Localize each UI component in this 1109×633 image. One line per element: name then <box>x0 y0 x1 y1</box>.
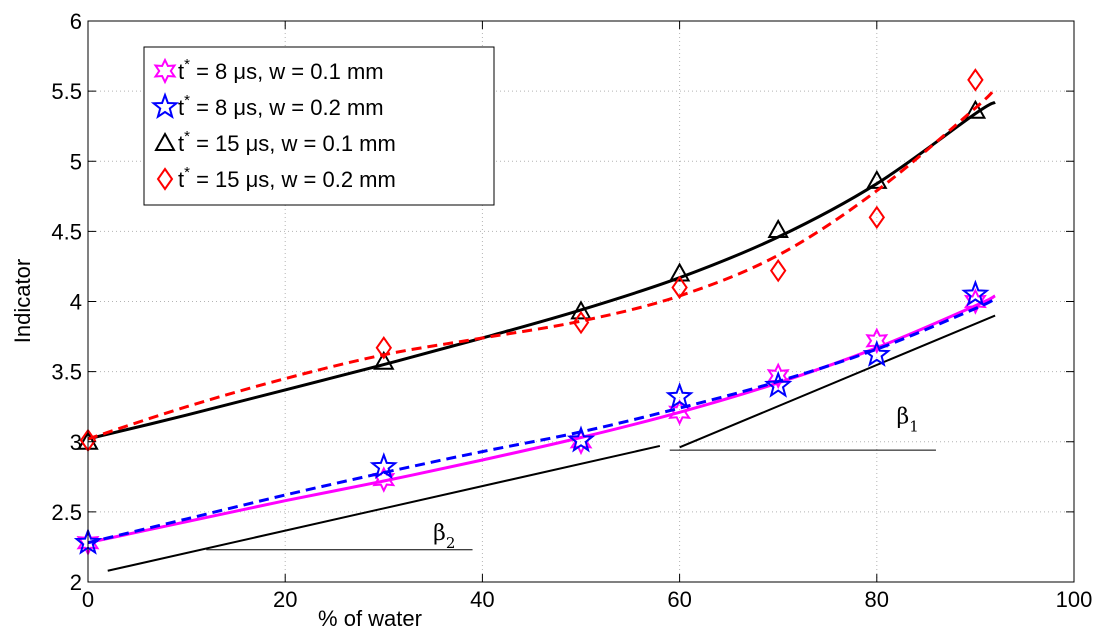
series-pentagram <box>73 279 996 555</box>
data-point <box>764 370 793 398</box>
legend-label-t: t <box>178 59 184 84</box>
legend-label-rest: = 15 μs, w = 0.2 mm <box>190 167 396 192</box>
data-point <box>668 262 691 282</box>
legend-label-rest: = 8 μs, w = 0.1 mm <box>190 59 384 84</box>
data-point <box>566 425 596 453</box>
legend-marker <box>156 167 174 191</box>
legend-label: t* = 15 μs, w = 0.2 mm <box>178 164 396 192</box>
data-point <box>369 452 398 480</box>
y-tick-label: 5.5 <box>51 79 82 104</box>
legend-marker <box>154 131 176 151</box>
x-tick-label: 0 <box>82 587 94 612</box>
slope-label-subscript: 2 <box>446 534 456 552</box>
data-point <box>964 99 987 119</box>
x-tick-label: 40 <box>470 587 494 612</box>
slope-label-symbol: β <box>897 405 910 430</box>
slope-line <box>679 314 996 449</box>
data-point <box>671 275 688 300</box>
y-tick-label: 4.5 <box>51 219 82 244</box>
x-tick-label: 80 <box>865 587 889 612</box>
data-point <box>865 327 889 355</box>
data-point <box>570 300 592 320</box>
y-tick-label: 3 <box>70 430 82 455</box>
legend-label-rest: = 8 μs, w = 0.2 mm <box>190 95 384 120</box>
y-tick-label: 4 <box>70 290 82 315</box>
x-tick-label: 100 <box>1056 587 1093 612</box>
data-point <box>373 350 395 370</box>
legend-label-t: t <box>178 131 184 156</box>
data-point <box>862 339 891 367</box>
data-point <box>963 288 987 315</box>
y-tick-label: 3.5 <box>51 360 82 385</box>
fit-line <box>87 297 996 545</box>
axis-ticks: 0 20 40 60 80 100 2 2.5 3 3.5 4 4.5 5 5.5 6 <box>51 9 1092 612</box>
legend-marker <box>153 57 177 85</box>
x-axis-label: % of water <box>318 606 422 631</box>
x-tick-label: 60 <box>667 587 691 612</box>
legend-entry: t* = 15 μs, w = 0.2 mm <box>156 164 396 192</box>
legend-marker <box>150 92 180 120</box>
data-point <box>866 169 888 189</box>
y-axis-label: Indicator <box>10 259 35 343</box>
slope-line <box>107 444 661 572</box>
y-tick-label: 2.5 <box>51 500 82 525</box>
data-point <box>967 68 984 92</box>
legend-entry: t* = 8 μs, w = 0.2 mm <box>150 92 384 120</box>
series-diamond <box>79 68 997 453</box>
data-point <box>766 362 790 390</box>
y-tick-label: 2 <box>70 570 82 595</box>
fit-line <box>87 87 997 441</box>
slope-label-symbol: β <box>433 521 446 546</box>
legend: t* = 8 μs, w = 0.1 mmt* = 8 μs, w = 0.2 … <box>143 46 495 206</box>
legend-entry: t* = 8 μs, w = 0.1 mm <box>153 56 384 85</box>
legend-label-t: t <box>178 167 184 192</box>
data-point <box>961 279 990 307</box>
legend-label-sup: * <box>184 92 190 109</box>
fit-line <box>87 100 996 441</box>
slope-label-beta-1: β1 <box>897 405 919 436</box>
legend-entry: t* = 15 μs, w = 0.1 mm <box>154 128 396 156</box>
legend-box <box>143 46 495 206</box>
slope-label-beta-2: β2 <box>433 521 455 552</box>
legend-label: t* = 8 μs, w = 0.2 mm <box>178 92 384 120</box>
data-point <box>868 205 886 230</box>
legend-label-t: t <box>178 95 184 120</box>
data-point <box>767 218 789 238</box>
legend-label: t* = 15 μs, w = 0.1 mm <box>178 128 396 156</box>
y-tick-label: 6 <box>70 9 82 34</box>
x-tick-label: 20 <box>273 587 297 612</box>
data-point <box>572 310 590 335</box>
slope-label-subscript: 1 <box>909 418 919 436</box>
legend-label-rest: = 15 μs, w = 0.1 mm <box>190 131 396 156</box>
legend-label-sup: * <box>184 56 190 73</box>
series-group <box>73 68 997 556</box>
legend-label-sup: * <box>184 164 190 181</box>
y-tick-label: 5 <box>70 149 82 174</box>
data-point <box>769 258 787 283</box>
data-point <box>665 381 694 409</box>
legend-label-sup: * <box>184 128 190 145</box>
data-point <box>375 336 393 360</box>
legend-label: t* = 8 μs, w = 0.1 mm <box>178 56 384 84</box>
